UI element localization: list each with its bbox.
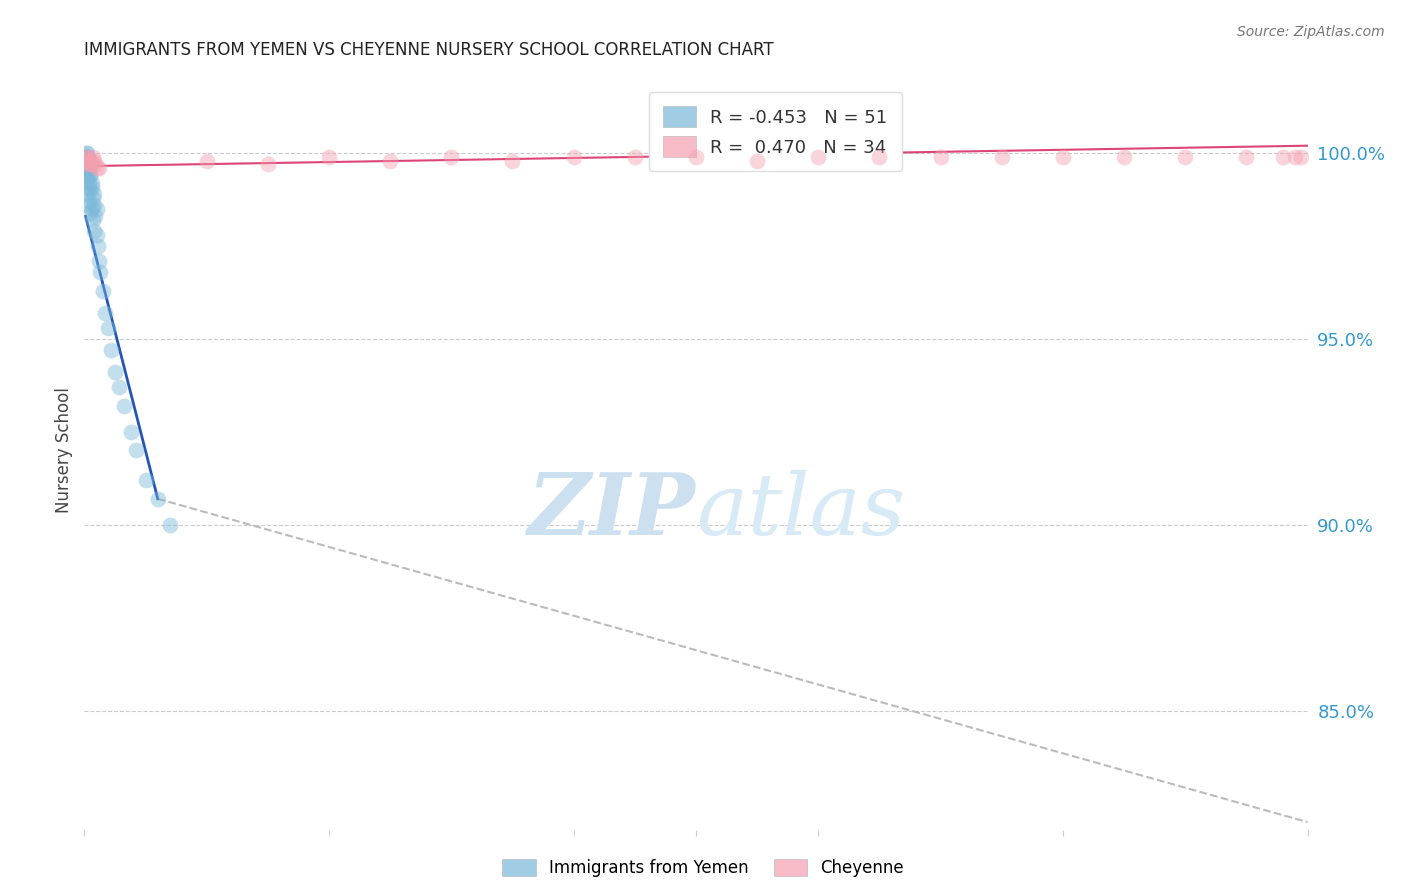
Point	[77, 176, 100, 190]
Point	[84, 209, 107, 223]
Text: Source: ZipAtlas.com: Source: ZipAtlas.com	[1237, 25, 1385, 39]
Point	[991, 150, 1014, 164]
Point	[685, 150, 707, 164]
Point	[318, 150, 340, 164]
Point	[77, 153, 100, 168]
Point	[87, 239, 110, 253]
Point	[1284, 150, 1306, 164]
Point	[562, 150, 585, 164]
Point	[159, 517, 181, 532]
Point	[107, 380, 129, 394]
Point	[146, 491, 169, 506]
Point	[1114, 150, 1136, 164]
Point	[380, 153, 402, 168]
Point	[624, 150, 647, 164]
Point	[1174, 150, 1197, 164]
Point	[120, 425, 142, 439]
Point	[75, 150, 97, 164]
Point	[77, 161, 100, 175]
Point	[80, 202, 103, 216]
Point	[83, 198, 105, 212]
Point	[77, 150, 100, 164]
Point	[80, 176, 103, 190]
Point	[112, 399, 135, 413]
Point	[135, 473, 157, 487]
Point	[75, 146, 97, 161]
Point	[104, 365, 127, 379]
Point	[869, 150, 891, 164]
Legend: Immigrants from Yemen, Cheyenne: Immigrants from Yemen, Cheyenne	[495, 852, 911, 884]
Point	[75, 161, 97, 175]
Point	[87, 253, 110, 268]
Point	[80, 179, 103, 194]
Point	[75, 150, 97, 164]
Legend: R = -0.453   N = 51, R =  0.470   N = 34: R = -0.453 N = 51, R = 0.470 N = 34	[650, 92, 903, 171]
Point	[76, 150, 98, 164]
Point	[79, 157, 101, 171]
Point	[79, 169, 101, 183]
Point	[86, 227, 108, 242]
Point	[929, 150, 952, 164]
Point	[77, 150, 100, 164]
Point	[77, 179, 100, 194]
Point	[75, 169, 97, 183]
Point	[91, 284, 114, 298]
Point	[83, 153, 105, 168]
Point	[807, 150, 830, 164]
Point	[83, 186, 105, 201]
Point	[257, 157, 280, 171]
Point	[76, 157, 98, 171]
Point	[125, 443, 148, 458]
Point	[1052, 150, 1074, 164]
Point	[79, 183, 101, 197]
Point	[87, 161, 110, 175]
Point	[502, 153, 524, 168]
Point	[86, 202, 108, 216]
Point	[1236, 150, 1258, 164]
Point	[84, 157, 107, 171]
Point	[100, 343, 122, 358]
Point	[79, 169, 101, 183]
Point	[86, 161, 108, 175]
Point	[77, 198, 100, 212]
Point	[77, 153, 100, 168]
Point	[76, 186, 98, 201]
Point	[97, 320, 120, 334]
Point	[83, 224, 105, 238]
Point	[94, 306, 117, 320]
Point	[80, 157, 103, 171]
Point	[89, 265, 111, 279]
Point	[76, 153, 98, 168]
Point	[77, 153, 100, 168]
Point	[76, 146, 98, 161]
Point	[76, 157, 98, 171]
Y-axis label: Nursery School: Nursery School	[55, 387, 73, 514]
Point	[195, 153, 218, 168]
Point	[76, 172, 98, 186]
Point	[79, 205, 101, 219]
Point	[82, 213, 104, 227]
Point	[77, 164, 100, 178]
Point	[747, 153, 769, 168]
Text: IMMIGRANTS FROM YEMEN VS CHEYENNE NURSERY SCHOOL CORRELATION CHART: IMMIGRANTS FROM YEMEN VS CHEYENNE NURSER…	[84, 41, 773, 59]
Point	[1291, 150, 1313, 164]
Point	[75, 153, 97, 168]
Point	[77, 194, 100, 209]
Point	[77, 161, 100, 175]
Point	[82, 150, 104, 164]
Point	[1272, 150, 1295, 164]
Point	[77, 153, 100, 168]
Point	[440, 150, 463, 164]
Text: ZIP: ZIP	[529, 469, 696, 553]
Text: atlas: atlas	[696, 470, 905, 552]
Point	[82, 191, 104, 205]
Point	[76, 157, 98, 171]
